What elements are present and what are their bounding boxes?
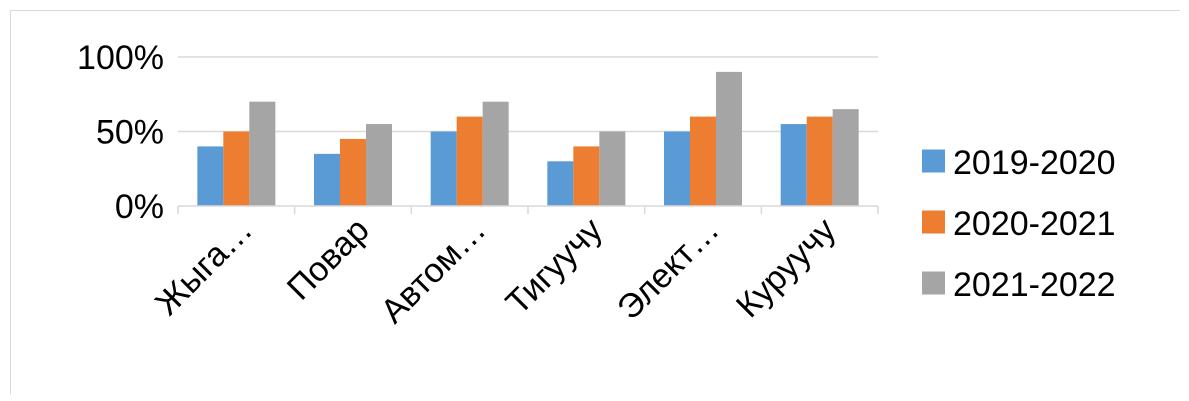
bar-2020-2021-5 <box>807 117 833 206</box>
bar-2020-2021-2 <box>457 117 483 206</box>
x-category-label: Куруучу <box>729 211 843 325</box>
x-category-label: Автом… <box>373 211 493 331</box>
bar-2020-2021-3 <box>573 146 599 206</box>
bars <box>197 72 858 206</box>
legend: 2019-2020 2020-2021 2021-2022 <box>922 144 1116 304</box>
bar-2019-2020-4 <box>664 132 690 207</box>
y-tick-label: 0% <box>115 188 164 226</box>
x-category-label: Элект… <box>610 211 727 328</box>
x-category-label: Повар <box>280 211 377 308</box>
legend-swatch <box>922 150 945 173</box>
gridlines <box>178 57 878 132</box>
x-category-label: Тигуучу <box>499 211 610 322</box>
bar-2020-2021-0 <box>223 132 249 207</box>
bar-2019-2020-1 <box>314 154 340 206</box>
bar-2021-2022-2 <box>483 102 509 206</box>
bar-2021-2022-5 <box>833 109 859 206</box>
y-tick-label: 50% <box>96 114 164 152</box>
legend-label: 2020-2021 <box>953 205 1116 243</box>
bar-2019-2020-5 <box>781 124 807 206</box>
legend-swatch <box>922 272 945 295</box>
x-category-label: Жыга… <box>148 211 260 323</box>
legend-swatch <box>922 211 945 234</box>
legend-label: 2019-2020 <box>953 144 1116 182</box>
bar-2019-2020-3 <box>547 161 573 206</box>
bar-2020-2021-4 <box>690 117 716 206</box>
bar-2021-2022-0 <box>249 102 275 206</box>
bar-2020-2021-1 <box>340 139 366 206</box>
bar-2021-2022-4 <box>716 72 742 206</box>
y-tick-label: 100% <box>77 39 164 77</box>
bar-2019-2020-0 <box>197 146 223 206</box>
bar-2019-2020-2 <box>431 132 457 207</box>
legend-label: 2021-2022 <box>953 266 1116 304</box>
bar-2021-2022-1 <box>366 124 392 206</box>
bar-2021-2022-3 <box>599 132 625 207</box>
